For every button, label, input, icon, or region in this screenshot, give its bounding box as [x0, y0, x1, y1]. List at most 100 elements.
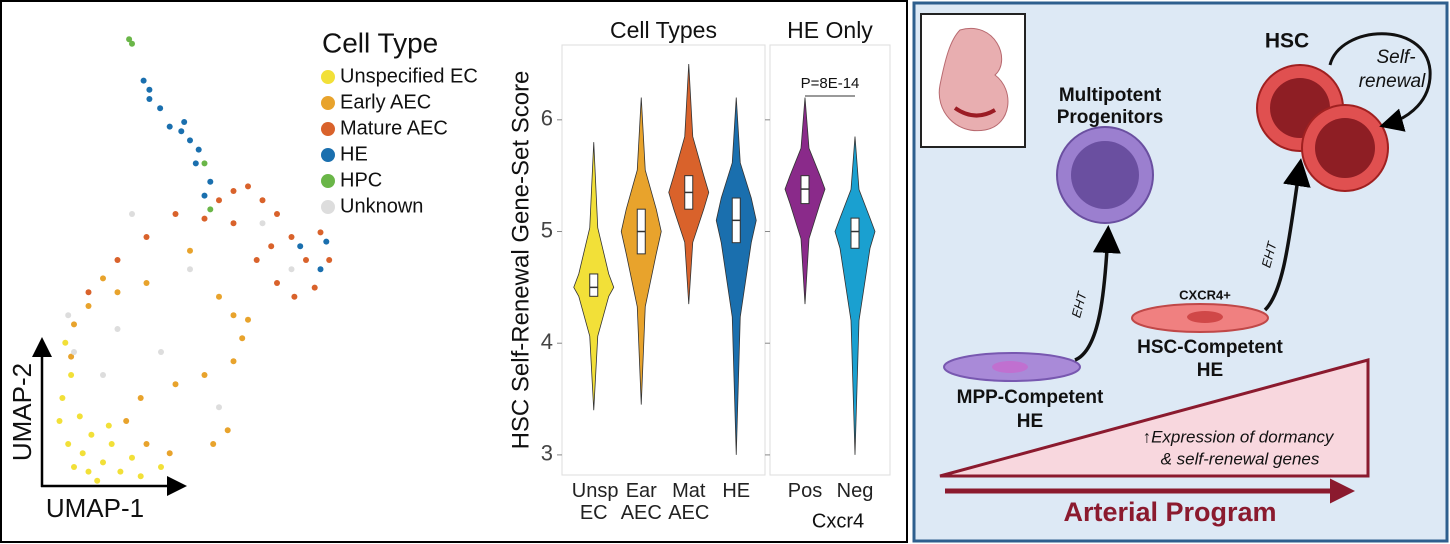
point — [71, 321, 77, 328]
diagram-label: HSC — [1265, 30, 1309, 53]
diagram-label: renewal — [1359, 71, 1426, 92]
eht-arrow — [1074, 225, 1121, 362]
point — [216, 404, 222, 411]
point — [76, 413, 83, 420]
point — [274, 211, 280, 217]
point — [317, 229, 324, 236]
y-axis-label: HSC Self-Renewal Gene-Set Score — [507, 71, 534, 450]
legend-swatch — [321, 174, 335, 188]
hsc-nucleus — [1315, 118, 1375, 178]
x-tick-label: Mat AEC — [668, 480, 710, 524]
point — [137, 395, 144, 401]
point — [172, 211, 179, 217]
point — [68, 353, 75, 360]
point — [303, 257, 309, 263]
annotation: P=8E-14 — [801, 75, 860, 92]
multipotent-nucleus — [1071, 141, 1139, 209]
diagram-label: HE — [1017, 411, 1043, 432]
y-tick-label: 6 — [541, 106, 553, 131]
legend-label: Mature AEC — [340, 117, 448, 139]
point — [207, 206, 214, 213]
y-tick-label: 4 — [541, 329, 553, 354]
diagram-label: & self-renewal genes — [1161, 449, 1320, 468]
point — [143, 280, 150, 286]
point — [71, 464, 77, 470]
point — [157, 105, 164, 112]
point — [245, 316, 251, 323]
point — [85, 468, 92, 475]
panel-title: Cell Types — [610, 17, 717, 43]
point — [253, 257, 260, 263]
left-frame — [0, 0, 908, 543]
point — [114, 289, 121, 296]
mpp-competent-nucleus — [992, 361, 1028, 373]
point — [146, 86, 153, 93]
panel-title: HE Only — [787, 17, 873, 43]
point — [56, 418, 63, 424]
point — [129, 211, 135, 217]
point — [224, 427, 231, 434]
point — [239, 335, 246, 342]
point — [201, 372, 208, 378]
point — [94, 477, 101, 484]
point — [187, 137, 193, 144]
embryo — [938, 27, 1009, 132]
hsc-competent-nucleus — [1187, 311, 1223, 323]
point — [88, 431, 95, 438]
point — [178, 128, 185, 135]
legend-swatch — [321, 96, 335, 110]
point — [65, 441, 72, 447]
point — [187, 266, 193, 273]
diagram-label: EHT — [1258, 239, 1279, 269]
point — [230, 188, 237, 194]
legend-label: Early AEC — [340, 91, 431, 113]
self-renewal-arrow — [1328, 32, 1432, 132]
point — [311, 284, 318, 291]
point — [230, 312, 237, 319]
y-tick-label: 3 — [541, 441, 553, 466]
point — [201, 160, 208, 167]
x-tick-label: Ear AEC — [620, 480, 662, 524]
point — [79, 450, 86, 457]
point — [85, 289, 92, 296]
x-tick-label: Neg — [836, 480, 874, 502]
point — [268, 243, 275, 250]
legend-label: HPC — [340, 169, 382, 191]
point — [172, 381, 179, 388]
point — [210, 441, 217, 447]
x-tick-label: HE — [722, 480, 751, 502]
point — [245, 183, 251, 190]
point — [143, 234, 150, 240]
diagram-label: EHT — [1068, 289, 1089, 319]
point — [187, 247, 193, 254]
legend-swatch — [321, 70, 335, 84]
legend-swatch — [321, 122, 335, 136]
point — [117, 468, 124, 475]
point — [140, 77, 147, 84]
point — [65, 312, 72, 319]
violin — [715, 97, 757, 455]
point — [62, 339, 69, 346]
point — [105, 422, 112, 429]
point — [59, 395, 66, 401]
point — [288, 234, 295, 240]
eht-arrow — [1263, 158, 1311, 312]
point — [114, 257, 121, 263]
point — [158, 349, 164, 355]
point — [192, 160, 199, 167]
point — [201, 192, 208, 199]
point — [129, 40, 135, 47]
point — [71, 349, 77, 355]
point — [166, 123, 173, 130]
diagram-label: ↑Expression of dormancy — [1143, 427, 1335, 446]
point — [114, 326, 121, 332]
point — [126, 36, 133, 43]
diagram-label: Self- — [1376, 47, 1415, 68]
x-axis-label: UMAP-1 — [46, 493, 144, 523]
point — [129, 454, 135, 461]
point — [317, 266, 324, 273]
legend-label: Unspecified EC — [340, 65, 478, 87]
point — [100, 275, 106, 282]
